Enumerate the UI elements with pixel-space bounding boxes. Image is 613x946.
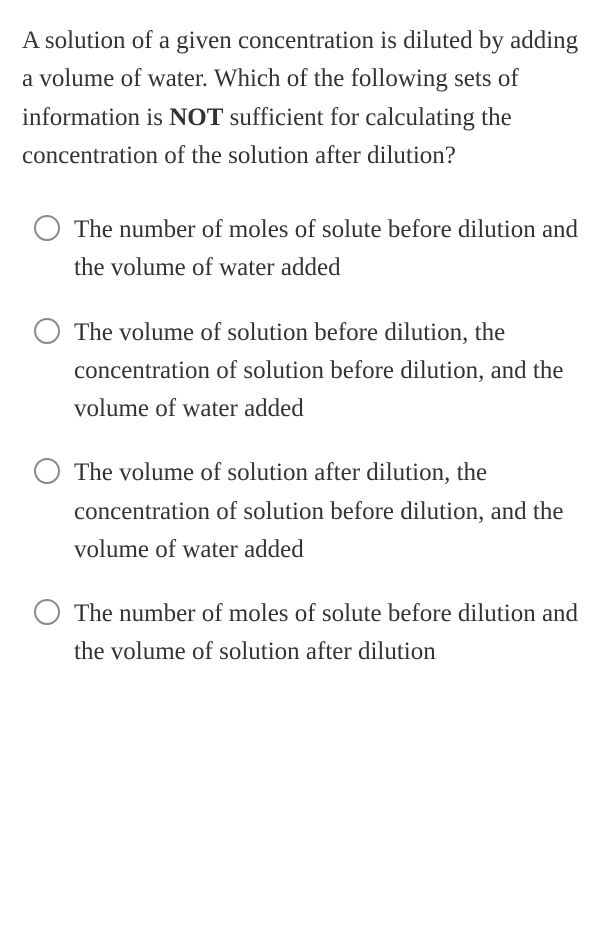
radio-wrap bbox=[34, 211, 60, 241]
option-b[interactable]: The volume of solution before dilution, … bbox=[34, 314, 595, 429]
option-label: The volume of solution before dilution, … bbox=[74, 314, 595, 429]
option-d[interactable]: The number of moles of solute before dil… bbox=[34, 595, 595, 672]
question-container: A solution of a given concentration is d… bbox=[0, 0, 613, 694]
radio-wrap bbox=[34, 454, 60, 484]
radio-wrap bbox=[34, 314, 60, 344]
option-label: The number of moles of solute before dil… bbox=[74, 211, 595, 288]
option-c[interactable]: The volume of solution after dilution, t… bbox=[34, 454, 595, 569]
radio-wrap bbox=[34, 595, 60, 625]
stem-text-bold: NOT bbox=[169, 104, 223, 131]
radio-icon[interactable] bbox=[34, 215, 60, 241]
radio-icon[interactable] bbox=[34, 318, 60, 344]
option-label: The number of moles of solute before dil… bbox=[74, 595, 595, 672]
radio-icon[interactable] bbox=[34, 599, 60, 625]
option-label: The volume of solution after dilution, t… bbox=[74, 454, 595, 569]
options-list: The number of moles of solute before dil… bbox=[22, 211, 595, 672]
option-a[interactable]: The number of moles of solute before dil… bbox=[34, 211, 595, 288]
radio-icon[interactable] bbox=[34, 458, 60, 484]
question-stem: A solution of a given concentration is d… bbox=[22, 22, 595, 175]
